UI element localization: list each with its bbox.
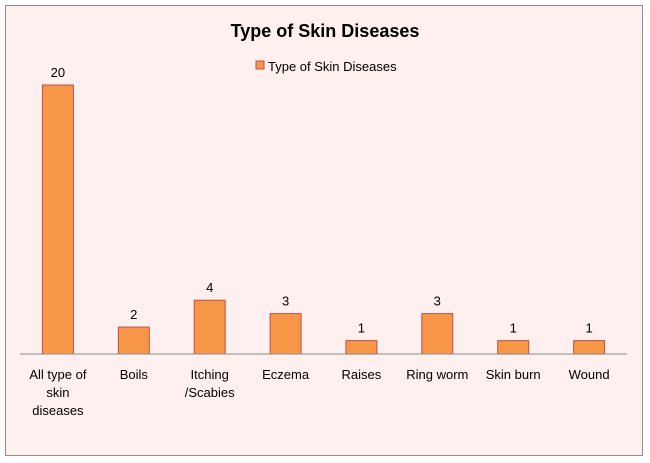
x-tick-label: Raises xyxy=(342,367,382,382)
x-tick-label: Boils xyxy=(120,367,149,382)
x-tick-label: All type of skin diseases xyxy=(29,367,86,418)
x-tick-label: Wound xyxy=(569,367,610,382)
x-tick-label: Itching/Scabies xyxy=(185,367,235,400)
data-label: 2 xyxy=(130,307,137,322)
x-tick-label: Ring worm xyxy=(406,367,468,382)
data-label: 1 xyxy=(358,321,365,336)
x-tick-label: Skin burn xyxy=(486,367,541,382)
data-label: 1 xyxy=(510,321,517,336)
chart-area xyxy=(5,5,643,456)
legend-label: Type of Skin Diseases xyxy=(268,59,397,74)
data-label: 3 xyxy=(434,294,441,309)
data-label: 3 xyxy=(282,294,289,309)
legend: Type of Skin Diseases xyxy=(255,59,397,74)
bar xyxy=(497,340,530,355)
bar xyxy=(193,299,226,355)
data-label: 4 xyxy=(206,280,213,295)
chart-title: Type of Skin Diseases xyxy=(231,21,420,41)
bar xyxy=(421,313,454,355)
bar xyxy=(345,340,378,355)
x-tick-label: Eczema xyxy=(262,367,310,382)
bar xyxy=(117,326,150,355)
data-label: 1 xyxy=(585,321,592,336)
bar xyxy=(269,313,302,355)
data-label: 20 xyxy=(51,65,65,80)
legend-swatch xyxy=(255,60,265,70)
bar xyxy=(41,84,74,355)
bar xyxy=(573,340,606,355)
